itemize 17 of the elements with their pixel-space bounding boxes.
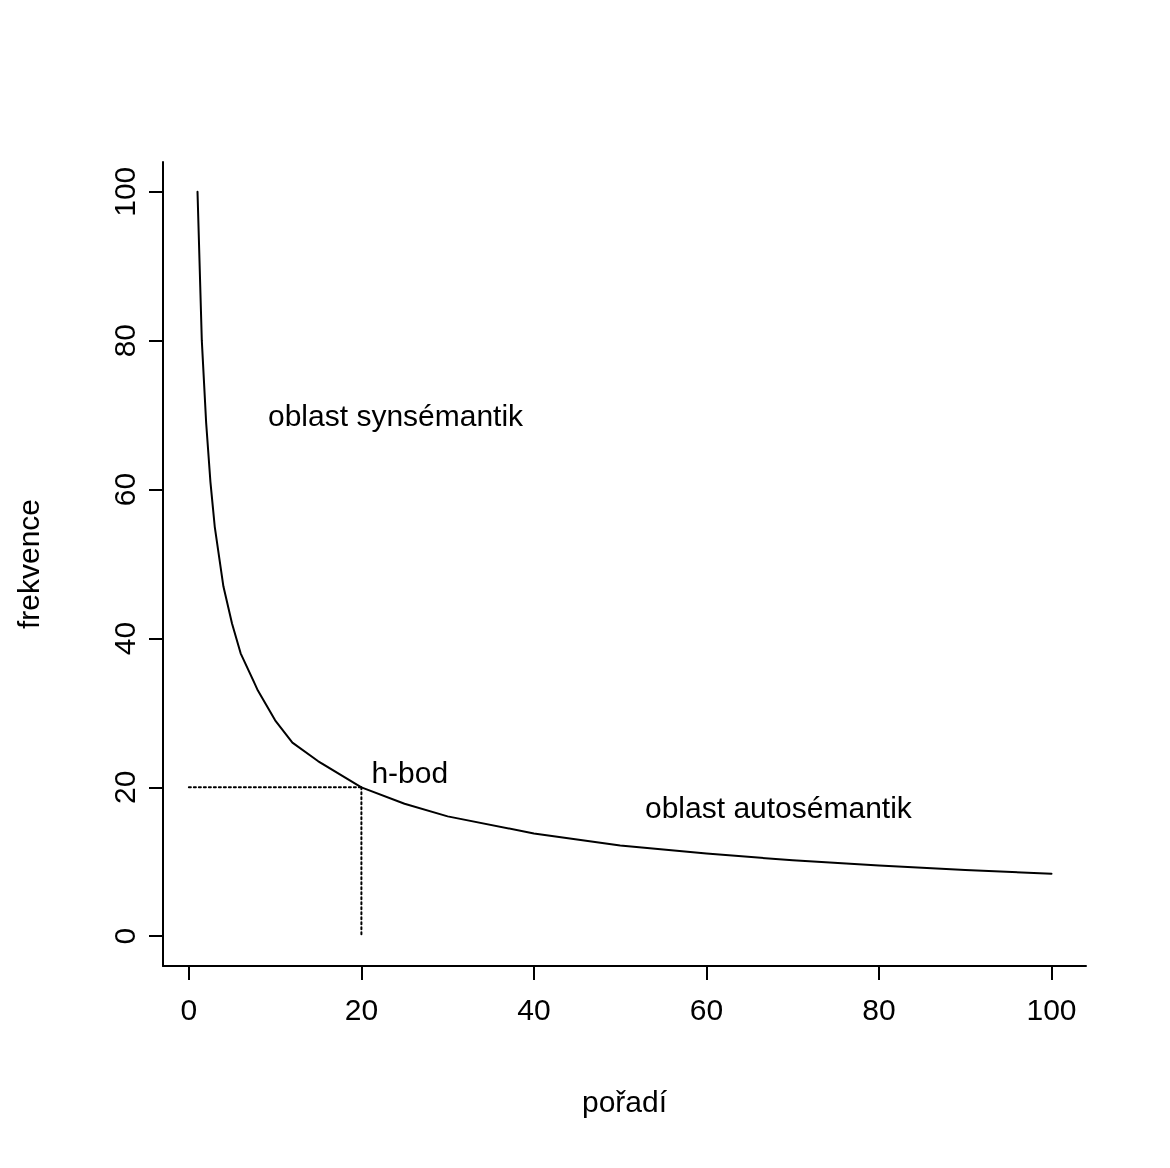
- y-tick-label: 80: [107, 323, 141, 358]
- annotation: oblast synsémantik: [268, 398, 525, 432]
- x-tick-label: 80: [862, 992, 896, 1026]
- y-axis-title: frekvence: [11, 498, 45, 630]
- x-tick-label: 100: [1026, 992, 1077, 1026]
- annotation: h-bod: [371, 755, 449, 789]
- y-tick-label: 20: [107, 770, 141, 805]
- annotation: oblast autosémantik: [645, 790, 913, 824]
- x-axis-title: pořadí: [581, 1084, 668, 1118]
- x-tick-label: 60: [689, 992, 724, 1026]
- x-tick-label: 40: [517, 992, 551, 1026]
- y-tick-label: 0: [107, 927, 141, 945]
- y-tick-label: 60: [107, 472, 141, 507]
- x-tick-label: 0: [180, 992, 198, 1026]
- y-tick-label: 100: [107, 166, 141, 217]
- y-tick-label: 40: [107, 621, 141, 656]
- x-tick-label: 20: [344, 992, 379, 1026]
